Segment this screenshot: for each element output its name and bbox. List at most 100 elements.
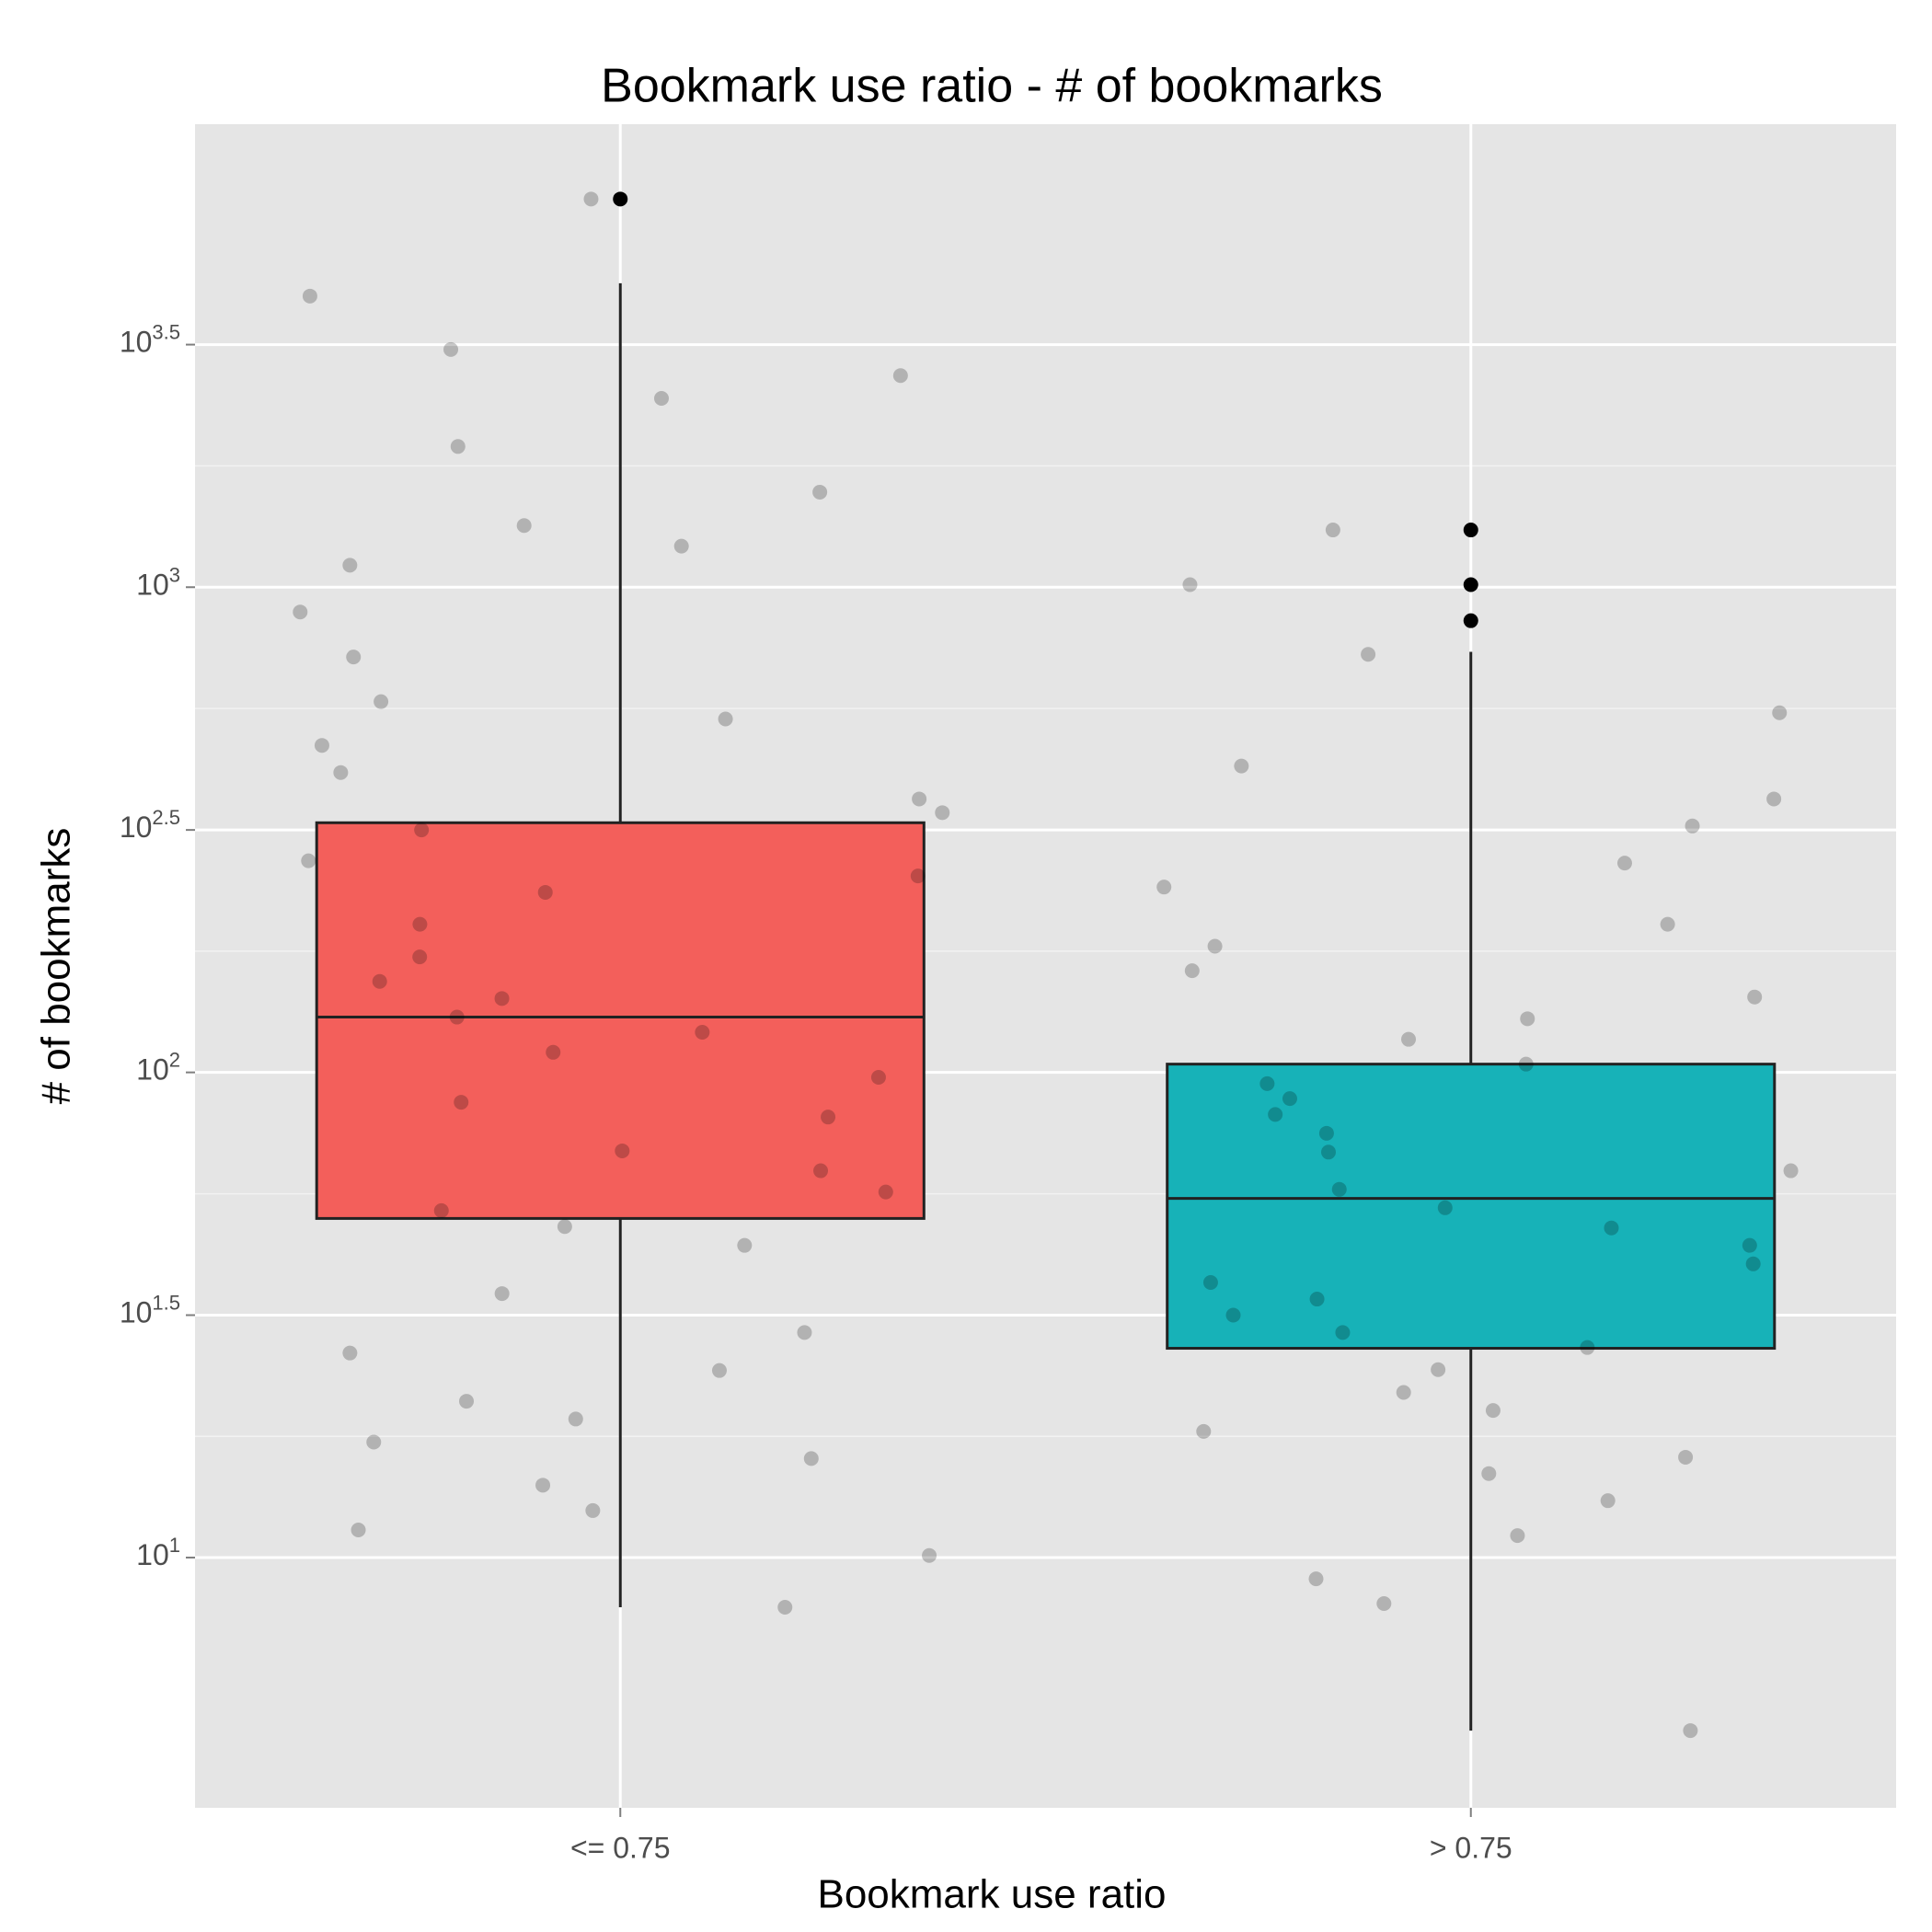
jitter-point [1747, 989, 1763, 1005]
jitter-point [1268, 1107, 1283, 1122]
chart-title: Bookmark use ratio - # of bookmarks [601, 60, 1383, 113]
jitter-point [1376, 1595, 1392, 1611]
jitter-point [797, 1325, 812, 1340]
jitter-point [1335, 1325, 1351, 1340]
jitter-point [443, 341, 459, 357]
jitter-point [803, 1451, 819, 1466]
jitter-point [821, 1110, 836, 1125]
jitter-point [1202, 1274, 1218, 1290]
jitter-point [342, 558, 358, 573]
jitter-point [459, 1394, 475, 1409]
y-tick-label: 102.5 [120, 806, 180, 845]
jitter-point [1783, 1163, 1799, 1179]
jitter-point [1604, 1220, 1619, 1236]
jitter-point [1485, 1403, 1501, 1419]
jitter-point [516, 518, 532, 534]
y-tick-label: 103.5 [120, 320, 180, 359]
jitter-point [302, 288, 317, 304]
y-tick-label: 101 [136, 1534, 180, 1572]
jitter-point [1660, 916, 1675, 932]
jitter-point [1437, 1200, 1453, 1215]
jitter-point [695, 1024, 710, 1040]
jitter-point [546, 1044, 561, 1060]
jitter-point [449, 1009, 465, 1025]
jitter-point [1318, 1125, 1334, 1141]
jitter-point [1361, 647, 1376, 662]
jitter-point [351, 1523, 366, 1538]
jitter-point [414, 822, 430, 838]
jitter-point [433, 1202, 449, 1218]
jitter-point [374, 694, 389, 709]
jitter-point [1234, 758, 1249, 774]
y-tick-label: 103 [136, 563, 180, 602]
jitter-point [1282, 1091, 1297, 1107]
jitter-point [1309, 1292, 1325, 1307]
jitter-point [1683, 1723, 1698, 1739]
outlier [1463, 577, 1478, 592]
jitter-point [1600, 1493, 1616, 1509]
jitter-point [494, 991, 510, 1006]
jitter-point [1431, 1362, 1446, 1377]
jitter-point [892, 368, 908, 384]
jitter-point [1745, 1256, 1761, 1271]
jitter-point [1259, 1075, 1275, 1091]
jitter-point [372, 973, 387, 989]
jitter-point [1396, 1385, 1411, 1400]
y-tick-label: 101.5 [120, 1291, 180, 1329]
jitter-point [737, 1237, 753, 1253]
jitter-point [537, 884, 553, 900]
jitter-point [813, 1163, 829, 1179]
jitter-point [535, 1478, 551, 1493]
x-axis-label: Bookmark use ratio [817, 1872, 1166, 1917]
x-tick-label: <= 0.75 [570, 1831, 671, 1864]
jitter-point [1207, 938, 1223, 954]
jitter-point [718, 711, 733, 727]
jitter-point [557, 1219, 572, 1235]
jitter-point [1196, 1423, 1212, 1439]
jitter-point [1520, 1011, 1535, 1027]
box [315, 821, 926, 1220]
jitter-point [812, 484, 828, 500]
outlier [1463, 523, 1478, 538]
jitter-point [878, 1184, 893, 1200]
jitter-point [870, 1069, 886, 1085]
jitter-point [653, 391, 669, 407]
jitter-point [935, 805, 950, 821]
jitter-point [1766, 791, 1782, 807]
jitter-point [333, 765, 349, 780]
jitter-point [711, 1363, 727, 1378]
jitter-point [673, 538, 689, 554]
jitter-point [454, 1095, 469, 1110]
jitter-point [346, 650, 362, 665]
jitter-point [1772, 705, 1788, 720]
jitter-point [1678, 1449, 1694, 1465]
jitter-point [450, 439, 466, 454]
jitter-point [583, 191, 599, 207]
jitter-point [912, 791, 927, 807]
jitter-point [1742, 1237, 1757, 1253]
jitter-point [1685, 818, 1700, 834]
jitter-point [494, 1286, 510, 1302]
jitter-point [1182, 577, 1198, 592]
jitter-point [1325, 523, 1340, 538]
outlier [1463, 613, 1478, 628]
jitter-point [314, 738, 329, 753]
jitter-point [1580, 1340, 1595, 1355]
y-axis-label: # of bookmarks [34, 828, 79, 1105]
jitter-point [1510, 1528, 1525, 1544]
jitter-point [366, 1434, 382, 1450]
jitter-point [777, 1600, 793, 1616]
jitter-point [412, 916, 428, 932]
x-tick-label: > 0.75 [1430, 1831, 1512, 1864]
jitter-point [585, 1502, 601, 1518]
jitter-point [1481, 1466, 1497, 1481]
box [1166, 1063, 1777, 1351]
jitter-point [1331, 1181, 1347, 1197]
outlier [613, 191, 628, 207]
jitter-point [1308, 1571, 1324, 1587]
jitter-point [615, 1143, 630, 1158]
jitter-point [412, 949, 428, 965]
jitter-point [922, 1547, 937, 1563]
